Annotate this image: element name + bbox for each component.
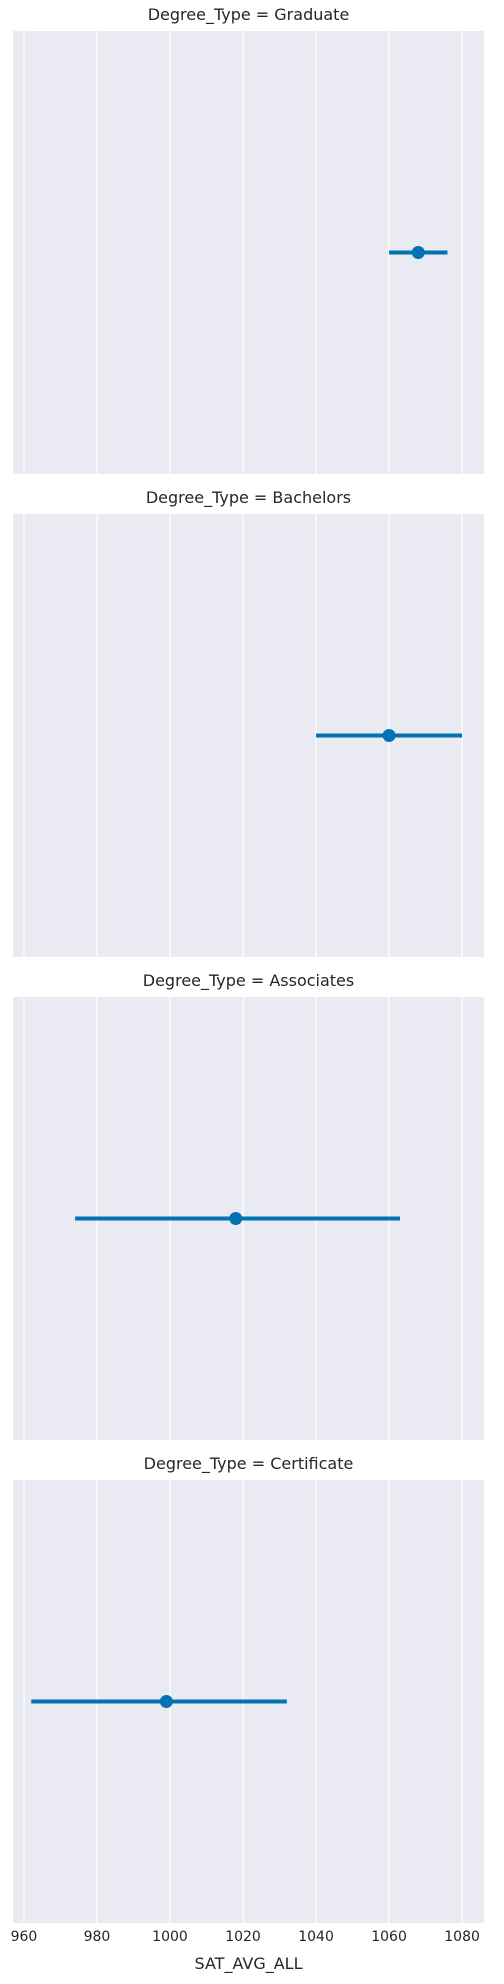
panel-2: Degree_Type = Associates	[13, 971, 484, 1440]
x-tick-label: 1060	[371, 1929, 407, 1945]
x-tick-label: 1000	[152, 1929, 188, 1945]
x-axis: 960 980 1000 1020 1040 1060 1080	[11, 1929, 480, 1945]
x-tick-label: 1040	[298, 1929, 334, 1945]
panel-0: Degree_Type = Graduate	[13, 5, 484, 474]
panel-title: Degree_Type = Bachelors	[146, 488, 351, 508]
point-marker	[229, 1212, 243, 1225]
panel-1: Degree_Type = Bachelors	[13, 488, 484, 957]
panel-title: Degree_Type = Associates	[143, 971, 354, 991]
panels-group: Degree_Type = Graduate Degree_Type = Bach…	[13, 5, 484, 1923]
panel-title: Degree_Type = Certificate	[144, 1454, 354, 1474]
panel-3: Degree_Type = Certificate	[13, 1454, 484, 1923]
x-tick-label: 960	[11, 1929, 38, 1945]
x-axis-label: SAT_AVG_ALL	[195, 1954, 303, 1974]
x-tick-label: 1080	[444, 1929, 480, 1945]
point-marker	[382, 729, 396, 742]
x-tick-label: 1020	[225, 1929, 261, 1945]
x-tick-label: 980	[84, 1929, 111, 1945]
point-marker	[411, 246, 425, 259]
point-marker	[159, 1695, 173, 1708]
panel-title: Degree_Type = Graduate	[148, 5, 350, 25]
